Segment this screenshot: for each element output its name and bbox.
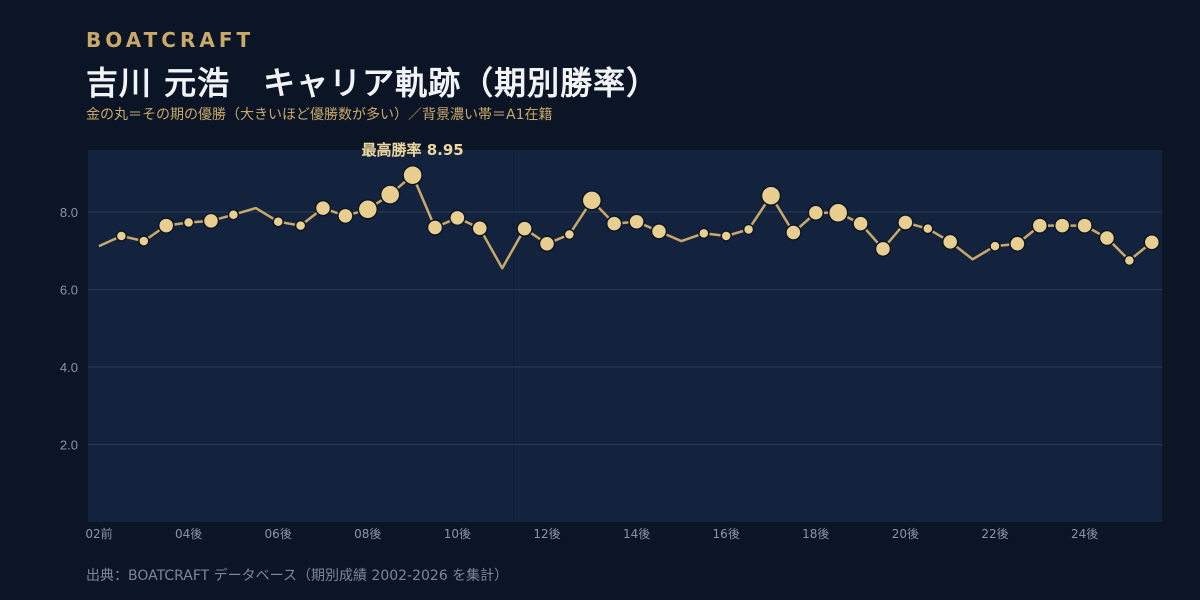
- data-point: [1143, 233, 1161, 251]
- x-tick-label: 06後: [265, 527, 292, 541]
- data-point: [698, 227, 710, 240]
- data-point: [402, 164, 423, 186]
- x-tick-label: 02前: [85, 526, 112, 541]
- x-tick-label: 10後: [444, 527, 471, 541]
- data-point: [760, 185, 782, 206]
- x-tick-label: 24後: [1071, 527, 1098, 541]
- data-point: [337, 207, 354, 225]
- data-point: [852, 215, 869, 232]
- data-point: [1053, 217, 1071, 234]
- x-tick-label: 22後: [981, 527, 1008, 541]
- data-point: [827, 202, 849, 224]
- y-tick-label: 6.0: [60, 283, 78, 298]
- data-point: [182, 216, 195, 229]
- data-point: [581, 190, 603, 211]
- data-point: [516, 220, 533, 237]
- data-point: [357, 199, 379, 220]
- data-point: [720, 230, 732, 242]
- data-point: [1031, 217, 1049, 234]
- data-point: [628, 213, 645, 230]
- data-point: [1009, 235, 1026, 253]
- brand-label: BOATCRAFT: [86, 28, 255, 52]
- data-point: [941, 233, 959, 251]
- data-point: [294, 219, 307, 232]
- x-tick-label: 04後: [175, 527, 202, 541]
- data-point: [426, 219, 444, 236]
- data-point: [807, 204, 825, 222]
- data-point: [650, 223, 668, 240]
- y-tick-label: 2.0: [60, 438, 78, 453]
- x-tick-label: 16後: [713, 527, 740, 541]
- data-point: [272, 215, 284, 228]
- data-point: [1098, 229, 1116, 247]
- data-point: [379, 184, 401, 205]
- x-tick-label: 20後: [892, 527, 919, 541]
- data-point: [449, 209, 466, 227]
- max-annotation: 最高勝率 8.95: [361, 141, 463, 159]
- data-point: [471, 220, 489, 237]
- data-point: [563, 228, 576, 241]
- data-point: [742, 223, 755, 236]
- data-point: [897, 214, 914, 231]
- data-point: [874, 240, 892, 258]
- source-note: 出典：BOATCRAFT データベース（期別成績 2002-2026 を集計）: [86, 568, 509, 584]
- data-point: [138, 235, 150, 247]
- data-point: [227, 208, 240, 221]
- data-point: [115, 230, 128, 242]
- data-point: [605, 215, 623, 232]
- data-point: [1076, 217, 1093, 234]
- data-point: [157, 217, 175, 234]
- x-tick-label: 14後: [623, 527, 650, 541]
- x-tick-label: 18後: [802, 527, 829, 541]
- x-tick-label: 08後: [354, 527, 381, 541]
- y-tick-label: 4.0: [60, 360, 78, 375]
- data-point: [538, 235, 556, 253]
- chart-subtitle: 金の丸＝その期の優勝（大きいほど優勝数が多い）／背景濃い帯＝A1在籍: [86, 107, 553, 123]
- data-point: [202, 212, 220, 230]
- data-point: [785, 224, 802, 241]
- data-point: [314, 199, 332, 217]
- data-point: [1123, 254, 1136, 267]
- y-tick-label: 8.0: [60, 205, 78, 220]
- x-tick-label: 12後: [533, 527, 560, 541]
- a1-band-0: [88, 150, 514, 522]
- chart-title: 吉川 元浩 キャリア軌跡（期別勝率）: [86, 64, 660, 102]
- data-point: [989, 240, 1001, 252]
- data-point: [922, 222, 934, 235]
